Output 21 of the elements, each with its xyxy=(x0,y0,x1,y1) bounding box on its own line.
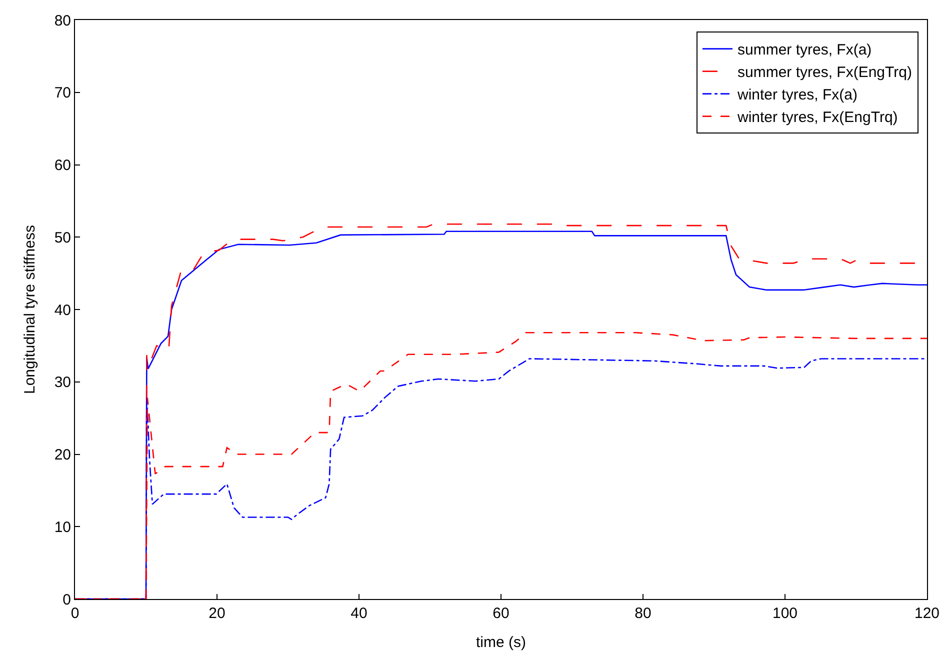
y-tick-label: 10 xyxy=(54,518,71,536)
x-tick-label: 120 xyxy=(914,605,940,622)
x-tick-label: 40 xyxy=(350,605,368,622)
legend-label: winter tyres, Fx(a) xyxy=(736,86,858,104)
y-tick-label: 40 xyxy=(54,302,71,319)
x-tick-label: 20 xyxy=(208,605,226,622)
y-tick-label: 50 xyxy=(54,229,71,246)
x-axis-title: time (s) xyxy=(476,634,526,651)
x-tick-label: 60 xyxy=(492,605,510,622)
y-tick-label: 0 xyxy=(62,591,71,608)
y-tick-label: 80 xyxy=(54,12,71,30)
y-axis-title: Longitudinal tyre stiffness xyxy=(22,225,39,394)
y-tick-label: 60 xyxy=(54,157,71,174)
y-tick-label: 30 xyxy=(54,374,71,392)
x-tick-label: 80 xyxy=(634,605,652,622)
x-tick-label: 100 xyxy=(772,605,798,622)
legend-label: summer tyres, Fx(EngTrq) xyxy=(737,64,912,82)
legend-label: winter tyres, Fx(EngTrq) xyxy=(736,109,898,126)
y-tick-label: 20 xyxy=(54,446,71,464)
legend-label: summer tyres, Fx(a) xyxy=(737,42,872,59)
y-tick-label: 70 xyxy=(54,84,71,102)
